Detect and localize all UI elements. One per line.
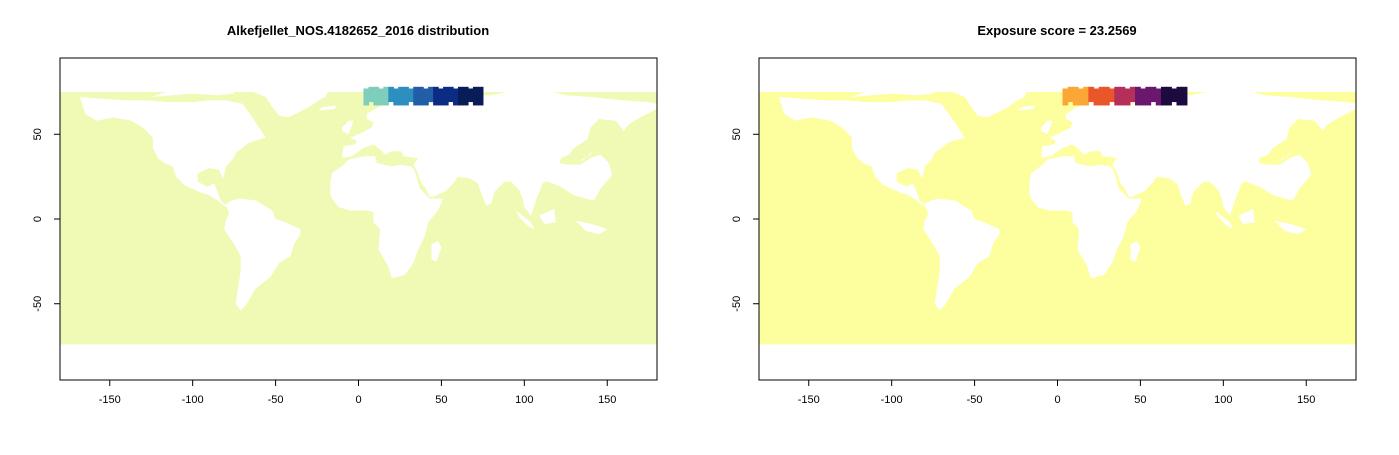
- x-tick-label: 0: [355, 394, 361, 406]
- x-tick-label: -100: [182, 394, 204, 406]
- hotspot-cell: [1129, 86, 1136, 103]
- hotspot-cell: [472, 86, 479, 106]
- x-tick-label: 0: [1054, 394, 1060, 406]
- hotspot-cell: [477, 86, 484, 106]
- hotspot-cell: [433, 86, 439, 106]
- hotspot-cell: [1088, 86, 1095, 103]
- hotspot-cell: [383, 86, 389, 106]
- x-tick-label: -50: [268, 394, 284, 406]
- x-tick-label: -100: [881, 394, 903, 406]
- hotspot-cell: [1098, 86, 1105, 106]
- hotspot-cell: [1114, 86, 1121, 106]
- hotspot-cell: [443, 86, 449, 106]
- hotspot-cell: [418, 86, 424, 106]
- hotspot-cell: [378, 88, 384, 106]
- panel-distribution: Alkefjellet_NOS.4182652_2016 distributio…: [32, 23, 658, 406]
- hotspot-cell: [1072, 86, 1079, 106]
- hotspot-cell: [1109, 88, 1115, 103]
- panel-title-distribution: Alkefjellet_NOS.4182652_2016 distributio…: [227, 23, 489, 38]
- x-tick-label: 50: [435, 394, 447, 406]
- hotspot-cell: [1181, 86, 1188, 106]
- x-tick-label: -150: [798, 394, 820, 406]
- hotspot-cell: [368, 86, 375, 103]
- hotspot-cell: [1078, 88, 1084, 106]
- hotspot-cell: [428, 86, 434, 103]
- y-tick-label: 0: [731, 216, 743, 222]
- map-area-exposure: [759, 58, 1356, 380]
- hotspot-cell: [413, 86, 419, 106]
- hotspot-cell: [1166, 86, 1172, 106]
- hotspot-cell: [1067, 86, 1074, 103]
- x-tick-label: 100: [515, 394, 533, 406]
- hotspot-cell: [438, 88, 444, 106]
- axes-distribution: -150 -100 -50 0 50 100 150 -50 0 50: [32, 128, 617, 406]
- panel-exposure: Exposure score = 23.2569 -150 -100 -50 0 50 1…: [731, 23, 1357, 406]
- hotspot-cell: [398, 86, 404, 106]
- hotspot-cell: [363, 88, 370, 106]
- hotspot-cell: [1160, 86, 1167, 106]
- hotspot-cell: [462, 86, 469, 106]
- hotspot-cell: [458, 86, 464, 106]
- x-tick-label: 100: [1214, 394, 1232, 406]
- x-tick-label: 50: [1134, 394, 1146, 406]
- y-tick-label: -50: [731, 296, 743, 312]
- hotspot-cell: [408, 88, 414, 103]
- y-tick-label: -50: [32, 296, 44, 312]
- hotspot-cell: [1083, 86, 1089, 106]
- panel-title-exposure: Exposure score = 23.2569: [977, 23, 1136, 38]
- hotspot-cell: [373, 86, 379, 106]
- hotspot-cell: [453, 88, 459, 106]
- hotspot-cell: [1140, 88, 1146, 106]
- axes-exposure: -150 -100 -50 0 50 100 150 -50 0 50: [731, 128, 1316, 406]
- hotspot-cell: [388, 86, 394, 103]
- hotspot-cell: [423, 88, 429, 106]
- hotspot-cell: [1135, 86, 1141, 106]
- hotspot-cell: [1150, 86, 1157, 103]
- hotspot-cell: [467, 88, 474, 103]
- hotspot-cell: [448, 86, 454, 103]
- hotspot-cell: [1155, 88, 1162, 106]
- map-area-distribution: [60, 58, 657, 380]
- y-tick-label: 50: [32, 128, 44, 140]
- y-tick-label: 50: [731, 128, 743, 140]
- hotspot-cell: [1145, 86, 1152, 106]
- x-tick-label: -50: [967, 394, 983, 406]
- x-tick-label: -150: [99, 394, 121, 406]
- x-tick-label: 150: [598, 394, 616, 406]
- hotspot-cell: [1176, 86, 1183, 106]
- hotspot-cell: [1124, 88, 1131, 106]
- hotspot-cell: [1171, 88, 1178, 103]
- hotspot-cell: [1093, 88, 1100, 106]
- hotspot-cell: [403, 86, 409, 106]
- hotspot-cell: [1103, 86, 1110, 106]
- hotspot-cell: [1062, 88, 1069, 106]
- hotspot-cell: [1119, 86, 1126, 106]
- x-tick-label: 150: [1297, 394, 1315, 406]
- y-tick-label: 0: [32, 216, 44, 222]
- hotspot-cell: [393, 88, 399, 106]
